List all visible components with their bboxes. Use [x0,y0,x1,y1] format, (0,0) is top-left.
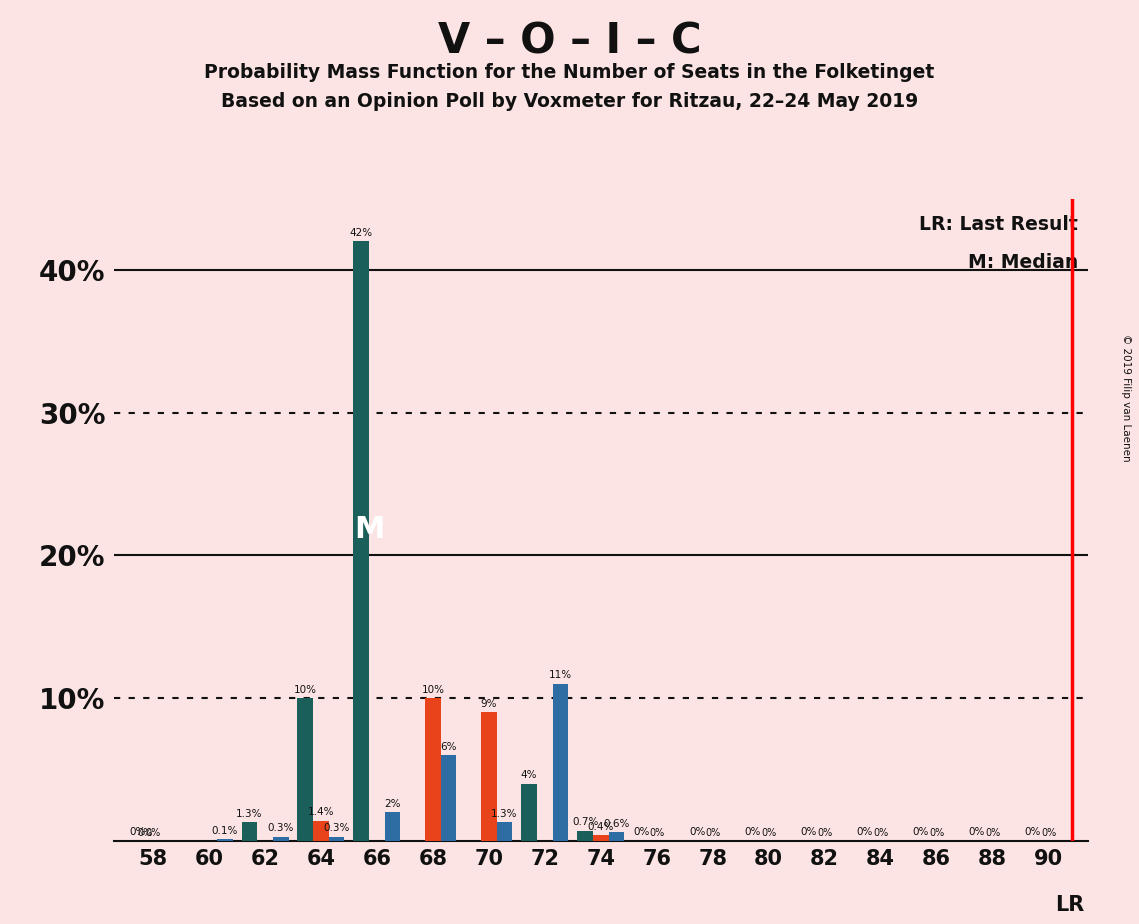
Text: 0%: 0% [929,828,944,838]
Text: 0%: 0% [817,828,833,838]
Bar [593,835,608,841]
Text: LR: LR [1055,895,1084,915]
Text: Based on an Opinion Poll by Voxmeter for Ritzau, 22–24 May 2019: Based on an Opinion Poll by Voxmeter for… [221,92,918,112]
Text: 0%: 0% [129,827,146,837]
Bar [385,812,401,841]
Bar [425,699,441,841]
Text: 0.4%: 0.4% [588,821,614,832]
Text: Probability Mass Function for the Number of Seats in the Folketinget: Probability Mass Function for the Number… [204,63,935,82]
Text: 0%: 0% [872,828,888,838]
Text: V – O – I – C: V – O – I – C [437,20,702,62]
Text: 4%: 4% [521,771,538,780]
Text: 0%: 0% [138,828,153,838]
Text: 42%: 42% [350,228,372,237]
Bar [481,712,497,841]
Bar [497,822,513,841]
Bar [522,784,536,841]
Text: 0%: 0% [912,827,929,837]
Text: 0%: 0% [801,827,817,837]
Text: 1.3%: 1.3% [491,808,518,819]
Text: 0%: 0% [745,827,761,837]
Text: 0%: 0% [689,827,705,837]
Text: 0.6%: 0.6% [604,819,630,829]
Text: 2%: 2% [384,798,401,808]
Text: 0%: 0% [633,827,649,837]
Text: 10%: 10% [421,685,444,695]
Bar [313,821,329,841]
Bar [216,839,232,841]
Text: 1.4%: 1.4% [308,808,334,818]
Text: 0%: 0% [1041,828,1056,838]
Bar [297,699,313,841]
Bar [608,833,624,841]
Text: 10%: 10% [294,685,317,695]
Text: 0%: 0% [649,828,664,838]
Text: © 2019 Filip van Laenen: © 2019 Filip van Laenen [1121,334,1131,461]
Text: 0%: 0% [1025,827,1041,837]
Text: 0%: 0% [985,828,1000,838]
Bar [241,822,257,841]
Bar [552,684,568,841]
Text: 0.1%: 0.1% [212,826,238,836]
Bar [577,831,593,841]
Text: 11%: 11% [549,670,572,680]
Text: 0%: 0% [969,827,985,837]
Text: M: Median: M: Median [968,253,1077,273]
Text: 0%: 0% [705,828,720,838]
Text: 1.3%: 1.3% [236,808,263,819]
Text: 9%: 9% [481,699,497,709]
Text: 0%: 0% [146,828,161,838]
Text: 6%: 6% [441,742,457,751]
Text: 0%: 0% [857,827,874,837]
Text: 0.3%: 0.3% [268,823,294,833]
Text: 0%: 0% [761,828,777,838]
Bar [329,836,344,841]
Bar [441,755,457,841]
Text: 0.3%: 0.3% [323,823,350,833]
Text: LR: Last Result: LR: Last Result [919,214,1077,234]
Bar [273,836,288,841]
Text: 0.7%: 0.7% [572,818,598,827]
Text: M: M [354,515,384,544]
Bar [353,241,369,841]
